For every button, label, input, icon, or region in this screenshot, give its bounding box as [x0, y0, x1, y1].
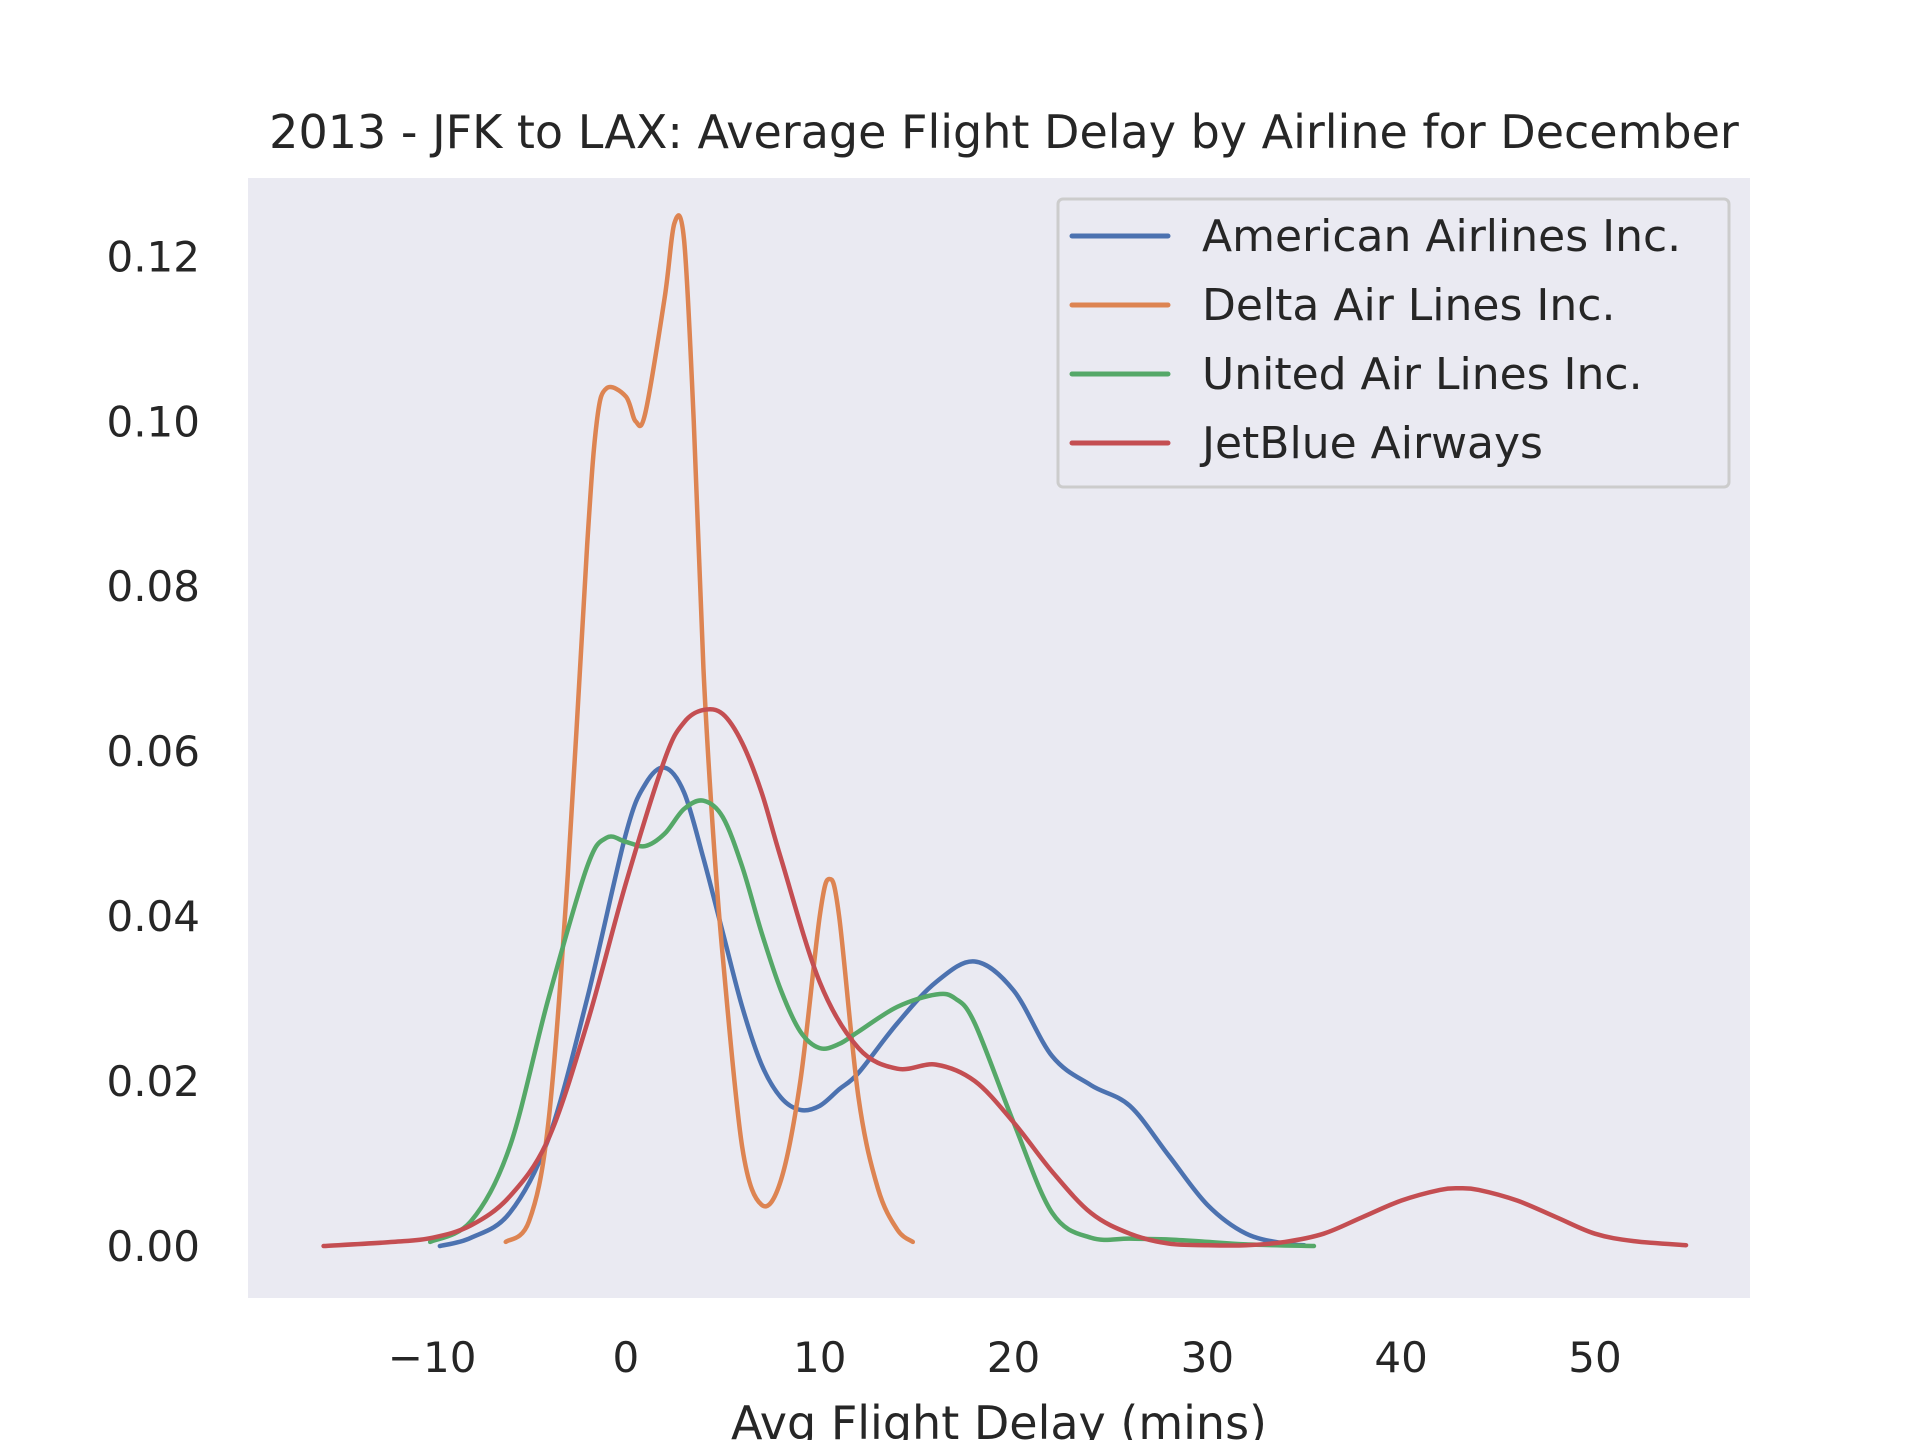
y-tick-label: 0.10 [106, 397, 200, 446]
x-tick-label: 0 [613, 1333, 640, 1382]
y-axis-ticks: 0.00 0.02 0.04 0.06 0.08 0.10 0.12 [106, 232, 200, 1271]
y-tick-label: 0.00 [106, 1222, 200, 1271]
x-tick-label: 30 [1181, 1333, 1234, 1382]
x-tick-label: 20 [987, 1333, 1040, 1382]
legend-frame [1056, 197, 1731, 489]
series-line-3 [321, 706, 1689, 1249]
y-tick-label: 0.06 [106, 727, 200, 776]
legend-label: JetBlue Airways [1199, 418, 1543, 469]
y-tick-label: 0.04 [106, 892, 200, 941]
x-tick-label: 10 [793, 1333, 846, 1382]
x-axis-ticks: −10 0 10 20 30 40 50 [388, 1333, 1622, 1382]
legend: American Airlines Inc. Delta Air Lines In… [1056, 197, 1731, 489]
legend-label: Delta Air Lines Inc. [1202, 280, 1615, 331]
x-tick-label: 40 [1374, 1333, 1427, 1382]
x-tick-label: −10 [388, 1333, 477, 1382]
series-line-1 [503, 213, 916, 1245]
legend-label: United Air Lines Inc. [1202, 349, 1643, 400]
y-tick-label: 0.08 [106, 562, 200, 611]
chart-title: 2013 - JFK to LAX: Average Flight Delay … [269, 105, 1739, 159]
y-tick-label: 0.12 [106, 232, 200, 281]
series-layer [321, 213, 1689, 1249]
series-line-2 [427, 798, 1317, 1249]
x-tick-label: 50 [1568, 1333, 1621, 1382]
y-tick-label: 0.02 [106, 1057, 200, 1106]
x-axis-label: Avg Flight Delay (mins) [731, 1396, 1267, 1440]
legend-label: American Airlines Inc. [1202, 211, 1681, 262]
